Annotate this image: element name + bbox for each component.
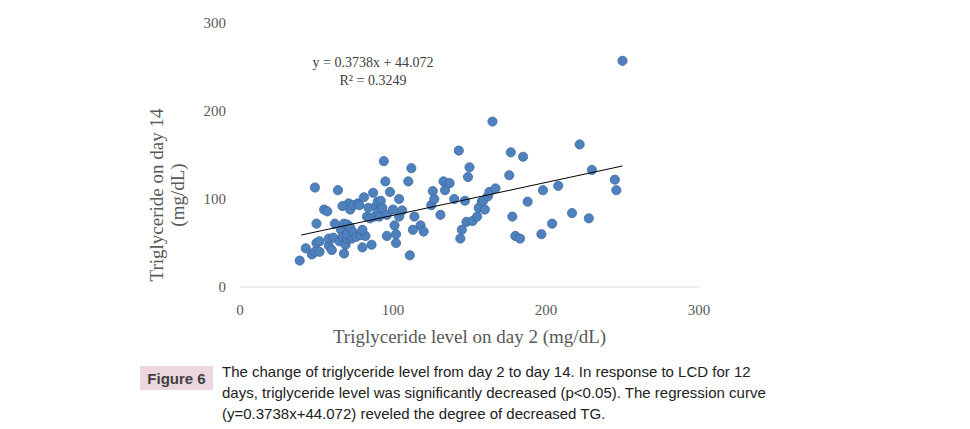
annotation: R² = 0.3249	[340, 73, 407, 88]
point	[404, 177, 413, 186]
point	[567, 208, 576, 217]
trendline	[301, 166, 622, 235]
point	[491, 184, 500, 193]
point	[315, 247, 324, 256]
y-tick-label: 200	[204, 103, 227, 119]
y-tick-label: 0	[219, 279, 227, 295]
point	[465, 163, 474, 172]
point	[395, 194, 404, 203]
point	[379, 157, 388, 166]
point	[456, 234, 465, 243]
point	[436, 210, 445, 219]
point	[505, 171, 514, 180]
plot-area	[295, 56, 627, 265]
point	[515, 234, 524, 243]
point	[508, 212, 517, 221]
point	[538, 186, 547, 195]
point	[391, 230, 400, 239]
point	[548, 219, 557, 228]
point	[518, 152, 527, 161]
point	[473, 212, 482, 221]
point	[405, 251, 414, 260]
caption-line: The change of triglyceride level from da…	[222, 363, 751, 380]
point	[584, 214, 593, 223]
x-tick-label: 300	[688, 302, 711, 318]
point	[390, 221, 399, 230]
x-tick-label: 100	[382, 302, 405, 318]
point	[312, 219, 321, 228]
x-axis-line	[240, 287, 699, 288]
point	[338, 201, 347, 210]
point	[358, 243, 367, 252]
y-tick-label: 100	[204, 191, 227, 207]
point	[430, 194, 439, 203]
point	[295, 256, 304, 265]
point	[554, 181, 563, 190]
point	[537, 230, 546, 239]
point	[480, 205, 489, 214]
chart: 0 100 200 300 0 100 200 300 Triglyceride level o…	[0, 0, 970, 429]
point	[407, 164, 416, 173]
y-tick-label: 300	[204, 15, 227, 31]
caption-line: days, triglyceride level was significant…	[222, 384, 766, 401]
point	[506, 148, 515, 157]
x-axis-title: Triglyceride level on day 2 (mg/dL)	[333, 326, 606, 348]
figure-label-box	[140, 366, 213, 390]
point	[454, 146, 463, 155]
y-axis-title: Triglyceride on day 14	[146, 108, 167, 281]
point	[310, 183, 319, 192]
point	[488, 117, 497, 126]
point	[612, 186, 621, 195]
annotation: y = 0.3738x + 44.072	[313, 55, 434, 70]
point	[367, 240, 376, 249]
point	[358, 225, 367, 234]
x-tick-label: 0	[236, 302, 244, 318]
point	[610, 175, 619, 184]
point	[339, 249, 348, 258]
point	[333, 186, 342, 195]
background	[0, 0, 970, 429]
point	[382, 231, 391, 240]
point	[385, 187, 394, 196]
figure-label: Figure 6	[147, 370, 205, 387]
point	[359, 193, 368, 202]
point	[369, 188, 378, 197]
point	[381, 177, 390, 186]
point	[445, 179, 454, 188]
point	[523, 197, 532, 206]
point	[463, 172, 472, 181]
point	[575, 140, 584, 149]
y-axis-title: (mg/dL)	[167, 163, 189, 226]
point	[391, 238, 400, 247]
point	[419, 227, 428, 236]
point	[327, 245, 336, 254]
x-tick-label: 200	[535, 302, 558, 318]
caption-line: (y=0.3738x+44.072) reveled the degree of…	[222, 405, 605, 422]
point	[315, 237, 324, 246]
point	[410, 212, 419, 221]
point	[323, 207, 332, 216]
point	[618, 56, 627, 65]
